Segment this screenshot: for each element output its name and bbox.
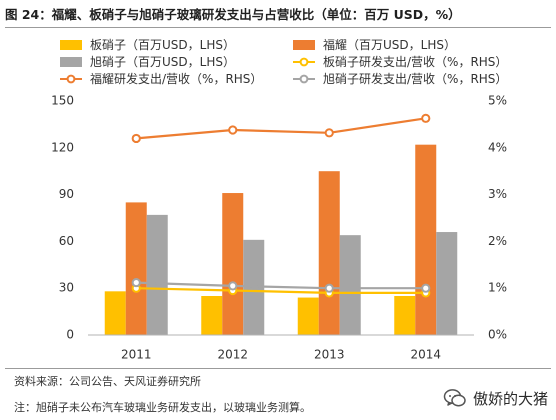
legend-marker-3: [299, 57, 309, 67]
watermark-text: 傲娇的大猪: [472, 389, 548, 408]
legend-swatch-2: [60, 57, 82, 67]
x-tick-label: 2011: [121, 348, 152, 362]
wechat-icon: [443, 389, 466, 407]
footer-divider: [5, 368, 551, 369]
y-right-tick-label: 2%: [488, 234, 507, 248]
line-point-4-0: [131, 133, 141, 144]
y-left-tick-label: 0: [66, 328, 74, 342]
line-point-5-2: [324, 283, 334, 293]
series-line-4: [136, 117, 426, 140]
bar-1-3: [415, 144, 437, 335]
figure-title: 图 24：福耀、板硝子与旭硝子玻璃研发支出与占营收比（单位：百万 USD，%）: [5, 7, 461, 22]
bar-0-3: [394, 296, 416, 335]
legend-marker-5: [299, 74, 309, 84]
chart: 0 30 60 90 120 150 0% 1% 2% 3% 4% 5% 2011 2012 2013 201…: [51, 37, 507, 362]
legend-swatch-1: [293, 40, 315, 50]
legend-marker-4: [66, 74, 76, 84]
y-right-tick-label: 0%: [488, 328, 507, 342]
bar-0-0: [104, 291, 126, 335]
y-right-tick-label: 3%: [488, 187, 507, 201]
bar-1-0: [125, 202, 147, 335]
line-point-5-3: [421, 283, 431, 293]
legend-label: 旭硝子（百万USD，LHS）: [90, 55, 235, 69]
bar-2-3: [436, 232, 458, 335]
legend-swatch-0: [60, 40, 82, 50]
y-right-tick-label: 5%: [488, 94, 507, 108]
bar-0-2: [297, 297, 319, 335]
series-line-5: [136, 281, 426, 290]
y-left-tick-label: 150: [51, 94, 74, 108]
x-tick-label: 2014: [410, 348, 441, 362]
title-divider: [5, 27, 551, 28]
line-point-4-3: [421, 113, 431, 123]
line-point-5-0: [131, 277, 141, 288]
y-right-tick-label: 1%: [488, 281, 507, 295]
watermark: 傲娇的大猪: [443, 385, 548, 411]
x-tick-label: 2013: [314, 348, 345, 362]
legend-label: 板硝子（百万USD，LHS）: [90, 38, 235, 52]
footnote: 注：旭硝子未公布汽车玻璃业务研发支出，以玻璃业务测算。: [14, 401, 311, 414]
legend-label: 福耀研发支出/营收（%，RHS）: [90, 71, 262, 86]
y-right-tick-label: 4%: [488, 140, 507, 154]
line-point-5-1: [228, 281, 238, 291]
line-point-4-2: [324, 128, 334, 138]
y-left-tick-label: 90: [59, 187, 74, 201]
bar-1-2: [318, 171, 340, 335]
legend-label: 福耀（百万USD，LHS）: [323, 37, 456, 52]
line-point-4-1: [228, 125, 238, 135]
y-left-tick-label: 60: [59, 234, 74, 248]
bar-2-2: [339, 235, 361, 335]
legend-label: 板硝子研发支出/营收（%，RHS）: [323, 54, 507, 69]
legend-label: 旭硝子研发支出/营收（%，RHS）: [323, 71, 507, 86]
bar-2-0: [146, 214, 168, 335]
bar-0-1: [201, 296, 223, 335]
source-note: 资料来源：公司公告、天风证券研究所: [14, 375, 201, 388]
bar-1-1: [222, 193, 244, 335]
y-left-tick-label: 30: [59, 281, 74, 295]
series-line-3: [136, 287, 426, 294]
x-tick-label: 2012: [217, 348, 248, 362]
y-left-tick-label: 120: [51, 140, 74, 154]
